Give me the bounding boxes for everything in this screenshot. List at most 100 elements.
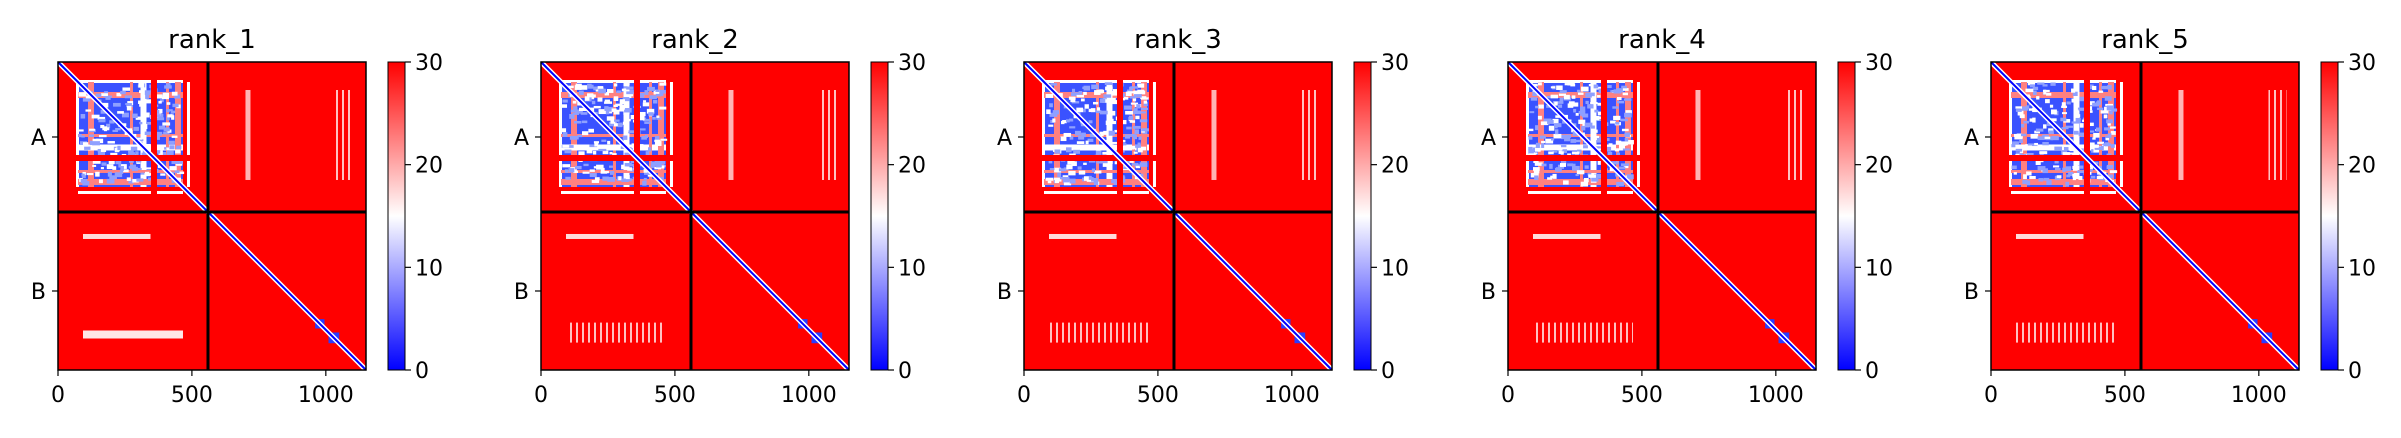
noise-cell — [1623, 98, 1632, 101]
noise-cell — [112, 129, 118, 133]
noise-cell — [1608, 143, 1613, 146]
noise-cell — [2060, 117, 2067, 122]
noise-cell — [1615, 140, 1622, 145]
stripe-col — [1140, 82, 1147, 187]
noise-cell — [2026, 105, 2030, 109]
noise-cell — [137, 159, 142, 163]
noise-cell — [2076, 114, 2081, 118]
noise-cell — [604, 92, 609, 96]
noise-cell — [1139, 173, 1144, 178]
noise-cell — [1528, 128, 1534, 132]
noise-cell — [1590, 101, 1598, 105]
noise-cell — [587, 93, 594, 97]
noise-cell — [166, 116, 170, 121]
noise-cell — [2032, 117, 2036, 123]
noise-cell — [2034, 142, 2039, 146]
noise-cell — [650, 165, 656, 168]
noise-cell — [114, 173, 123, 178]
noise-cell — [2023, 120, 2029, 124]
noise-cell — [624, 108, 632, 113]
noise-cell — [2011, 144, 2016, 148]
noise-cell — [591, 180, 600, 183]
noise-cell — [572, 100, 577, 104]
noise-cell — [2109, 170, 2118, 174]
noise-cell — [89, 128, 96, 131]
noise-cell — [1575, 153, 1579, 157]
colorbar-tick-label: 0 — [898, 359, 912, 384]
noise-cell — [646, 108, 655, 114]
noise-cell — [137, 167, 142, 170]
noise-cell — [1571, 95, 1576, 99]
noise-cell — [2061, 102, 2066, 107]
noise-cell — [618, 176, 622, 181]
noise-cell — [658, 159, 666, 165]
noise-cell — [168, 140, 175, 144]
noise-cell — [1099, 98, 1106, 103]
noise-cell — [139, 103, 147, 107]
noise-cell — [1111, 179, 1117, 184]
noise-cell — [120, 166, 124, 171]
noise-cell — [86, 173, 94, 176]
noise-cell — [138, 90, 145, 94]
band-ab — [1301, 90, 1320, 180]
noise-cell — [2053, 165, 2060, 168]
noise-cell — [1559, 145, 1567, 148]
noise-cell — [1624, 132, 1630, 137]
noise-cell — [2036, 96, 2040, 100]
noise-cell — [164, 85, 172, 89]
noise-cell — [129, 160, 134, 163]
noise-cell — [1091, 84, 1099, 90]
noise-cell — [2015, 148, 2023, 152]
noise-cell — [1559, 97, 1564, 103]
noise-cell — [1529, 111, 1535, 114]
noise-cell — [625, 178, 632, 182]
ytick-label-A: A — [997, 126, 1012, 151]
noise-cell — [1625, 110, 1632, 114]
noise-cell — [2026, 180, 2031, 186]
noise-cell — [619, 108, 625, 112]
noise-cell — [2103, 114, 2108, 119]
noise-cell — [574, 85, 582, 90]
noise-cell — [594, 143, 599, 147]
noise-cell — [2093, 146, 2101, 150]
noise-cell — [1528, 146, 1533, 150]
noise-cell — [579, 107, 587, 112]
noise-cell — [1096, 161, 1103, 164]
noise-cell — [613, 96, 619, 101]
noise-cell — [1078, 170, 1086, 175]
noise-cell — [1097, 107, 1101, 111]
noise-cell — [1073, 149, 1080, 154]
noise-cell — [1564, 137, 1571, 142]
noise-cell — [604, 101, 613, 104]
noise-cell — [1129, 96, 1136, 99]
stripe-col — [1636, 82, 1640, 187]
noise-cell — [1583, 145, 1588, 149]
noise-cell — [106, 164, 114, 170]
noise-cell — [135, 116, 141, 120]
noise-cell — [1567, 163, 1574, 167]
gap-row — [1991, 154, 2141, 161]
noise-cell — [2014, 141, 2019, 147]
stripe-col — [75, 82, 79, 187]
noise-cell — [1125, 91, 1132, 97]
noise-cell — [1563, 180, 1569, 185]
band-ba — [1533, 322, 1633, 343]
noise-cell — [1099, 89, 1103, 94]
noise-cell — [2048, 128, 2054, 133]
noise-cell — [1597, 102, 1602, 106]
gap-col — [1116, 62, 1123, 212]
colorbar-tick-label: 30 — [1865, 51, 1893, 76]
noise-cell — [652, 116, 656, 120]
noise-cell — [1108, 130, 1115, 136]
noise-cell — [159, 99, 164, 103]
noise-cell — [2110, 144, 2115, 148]
noise-cell — [109, 120, 115, 124]
noise-cell — [2106, 105, 2114, 111]
stripe-col — [2008, 82, 2012, 187]
noise-cell — [133, 126, 139, 131]
panel-4: rank_4 A B 0 500 1000 0 10 20 30 — [1481, 25, 1893, 408]
noise-cell — [568, 168, 575, 173]
noise-cell — [572, 112, 580, 115]
noise-cell — [1091, 168, 1096, 173]
noise-cell — [2106, 165, 2111, 170]
